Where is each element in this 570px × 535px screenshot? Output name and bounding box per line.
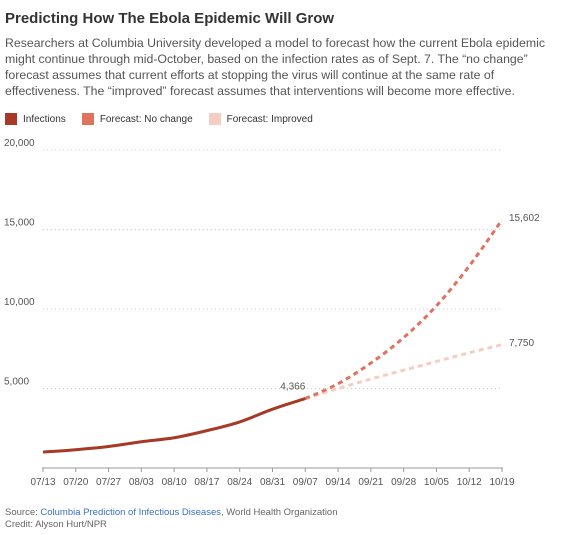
legend-label-forecast-improved: Forecast: Improved <box>226 113 313 125</box>
legend-label-infections: Infections <box>23 113 66 125</box>
x-tick-label: 08/31 <box>260 477 285 488</box>
data-label: 15,602 <box>509 213 540 224</box>
x-tick-label: 10/05 <box>424 477 449 488</box>
chart-subtitle: Researchers at Columbia University devel… <box>5 36 545 98</box>
x-tick-label: 08/24 <box>227 477 252 488</box>
x-tick-label: 10/12 <box>457 477 482 488</box>
grid-layer <box>43 149 502 389</box>
label-layer: 4,366 15,602 7,750 <box>280 213 540 393</box>
x-tick-label: 07/27 <box>96 477 121 488</box>
footer: Source: Columbia Prediction of Infectiou… <box>5 507 338 531</box>
y-tick-label: 5,000 <box>4 377 29 388</box>
legend-item-forecast-no-change: Forecast: No change <box>81 113 193 125</box>
source-prefix: Source: <box>5 507 41 518</box>
series-line-infections <box>42 397 306 454</box>
legend-item-infections: Infections <box>5 113 66 125</box>
legend-swatch-forecast-no-change <box>81 113 94 125</box>
x-tick-label: 08/10 <box>162 477 187 488</box>
source-line: Source: Columbia Prediction of Infectiou… <box>5 507 338 519</box>
data-label: 7,750 <box>509 338 534 349</box>
x-tick-label: 08/03 <box>129 477 154 488</box>
legend-item-forecast-improved: Forecast: Improved <box>208 113 313 125</box>
series-line-forecast-no-change <box>304 219 504 400</box>
source-suffix: , World Health Organization <box>220 507 338 518</box>
x-tick-label: 10/19 <box>489 477 514 488</box>
credit-line: Credit: Alyson Hurt/NPR <box>5 519 107 530</box>
data-label: 4,366 <box>280 382 305 393</box>
chart-title: Predicting How The Ebola Epidemic Will G… <box>5 10 335 27</box>
legend-label-forecast-no-change: Forecast: No change <box>99 113 193 125</box>
x-tick-label: 09/28 <box>391 477 416 488</box>
legend-swatch-forecast-improved <box>208 113 221 125</box>
y-tick-label: 10,000 <box>4 297 35 308</box>
x-tick-label: 07/20 <box>63 477 88 488</box>
x-tick-label: 08/17 <box>194 477 219 488</box>
x-tick-label: 07/13 <box>30 477 55 488</box>
series-layer <box>42 219 504 454</box>
y-tick-label: 20,000 <box>4 138 35 149</box>
legend: Infections Forecast: No change Forecast:… <box>5 113 329 125</box>
x-tick-label: 09/14 <box>326 477 351 488</box>
series-line-forecast-improved <box>304 343 503 401</box>
y-tick-label: 15,000 <box>4 218 35 229</box>
axis-layer: 5,000 10,000 15,000 20,000 07/13 07/20 07/27 08… <box>4 138 515 488</box>
x-tick-label: 09/21 <box>358 477 383 488</box>
x-tick-label: 09/07 <box>293 477 318 488</box>
line-chart: 5,000 10,000 15,000 20,000 07/13 07/20 07/27 08… <box>4 138 540 488</box>
legend-swatch-infections <box>5 113 17 125</box>
source-link[interactable]: Columbia Prediction of Infectious Diseas… <box>40 507 221 518</box>
